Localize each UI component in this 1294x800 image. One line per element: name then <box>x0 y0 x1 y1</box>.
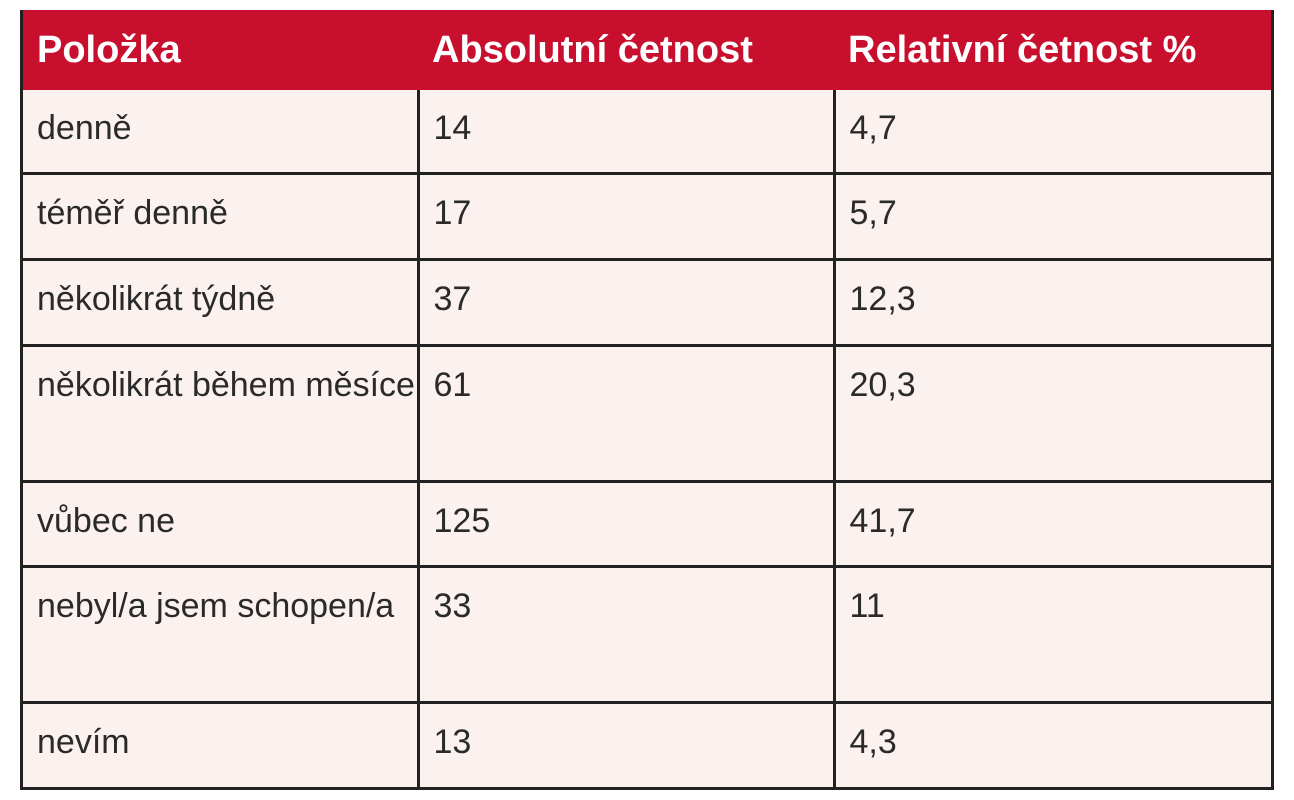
cell-absolute: 33 <box>416 565 834 703</box>
cell-absolute: 17 <box>416 172 834 260</box>
cell-item: denně <box>37 109 132 147</box>
cell-relative: 20,3 <box>832 343 1271 482</box>
cell-item: vůbec ne <box>23 479 418 567</box>
cell-item: nevím <box>23 701 418 787</box>
cell-relative: 5,7 <box>832 172 1271 260</box>
table-row: několikrát během měsíce 61 20,3 <box>23 343 1271 482</box>
cell-relative: 41,7 <box>832 479 1271 567</box>
header-item: Položka <box>23 10 418 90</box>
cell-absolute: 14 <box>416 90 834 174</box>
table-row: několikrát týdně 37 12,3 <box>23 257 1271 346</box>
cell-absolute: 61 <box>416 343 834 482</box>
table-row: denně 14 4,7 <box>23 90 1271 174</box>
table-header: Položka Absolutní četnost Relativní četn… <box>23 10 1271 90</box>
cell-item: téměř denně <box>23 172 418 260</box>
cell-item: nebyl/a jsem schopen/a <box>23 565 418 703</box>
cell-relative: 4,3 <box>832 701 1271 787</box>
table-row: nevím 13 4,3 <box>23 701 1271 787</box>
table-body: denně 14 4,7 téměř denně 17 5,7 několikr… <box>23 90 1271 787</box>
header-relative-frequency: Relativní četnost % <box>834 10 1271 90</box>
table-row: nebyl/a jsem schopen/a 33 11 <box>23 565 1271 703</box>
table-row: téměř denně 17 5,7 <box>23 172 1271 260</box>
header-absolute-frequency: Absolutní četnost <box>418 10 834 90</box>
cell-absolute: 125 <box>416 479 834 567</box>
cell-item: několikrát během měsíce <box>23 343 418 482</box>
frequency-table-container: Položka Absolutní četnost Relativní četn… <box>20 10 1274 790</box>
cell-absolute: 13 <box>416 701 834 787</box>
cell-relative: 4,7 <box>832 90 1271 174</box>
frequency-table: Položka Absolutní četnost Relativní četn… <box>23 10 1271 787</box>
cell-relative: 12,3 <box>832 257 1271 346</box>
cell-relative: 11 <box>832 565 1271 703</box>
header-row: Položka Absolutní četnost Relativní četn… <box>23 10 1271 90</box>
cell-absolute: 37 <box>416 257 834 346</box>
cell-item: několikrát týdně <box>23 257 418 346</box>
table-row: vůbec ne 125 41,7 <box>23 479 1271 567</box>
